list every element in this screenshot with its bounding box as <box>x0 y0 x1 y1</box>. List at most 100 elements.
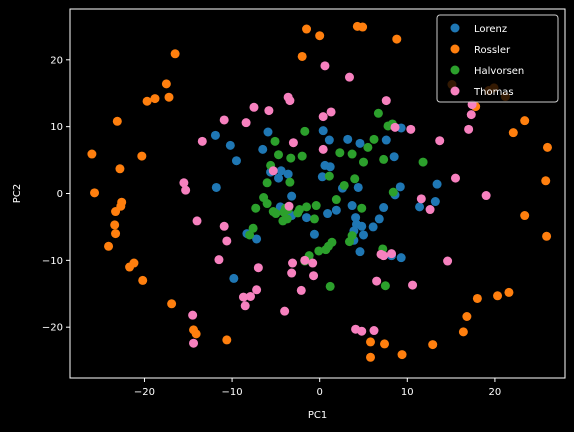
point-halvorsen-42 <box>373 108 383 118</box>
point-lorenz-25 <box>343 134 353 144</box>
point-rossler-7 <box>116 201 126 211</box>
point-thomas-18 <box>268 166 278 176</box>
point-thomas-41 <box>381 96 391 106</box>
point-halvorsen-1 <box>245 230 255 240</box>
y-axis-label: PC2 <box>12 184 23 203</box>
legend-marker-thomas <box>450 86 460 96</box>
point-thomas-33 <box>318 144 328 154</box>
point-lorenz-26 <box>347 201 357 211</box>
point-thomas-1 <box>181 185 191 195</box>
point-lorenz-23 <box>318 126 328 136</box>
legend-label-halvorsen: Halvorsen <box>474 66 524 77</box>
point-rossler-12 <box>138 275 148 285</box>
point-rossler-3 <box>111 229 121 239</box>
legend-label-rossler: Rossler <box>474 45 511 56</box>
ticks-layer: −20 −10 0 10 20 −20 −10 0 10 20 <box>42 55 501 398</box>
point-thomas-34 <box>344 72 354 82</box>
point-rossler-1 <box>90 188 100 198</box>
point-halvorsen-31 <box>331 195 341 205</box>
point-thomas-48 <box>435 136 445 146</box>
point-halvorsen-39 <box>359 157 368 167</box>
point-thomas-30 <box>318 112 328 122</box>
point-halvorsen-38 <box>357 203 367 213</box>
point-rossler-35 <box>462 312 472 321</box>
point-halvorsen-10 <box>270 136 280 146</box>
point-rossler-29 <box>366 337 375 347</box>
point-lorenz-22 <box>323 209 333 219</box>
point-lorenz-36 <box>368 222 378 232</box>
point-lorenz-18 <box>317 172 327 182</box>
point-rossler-15 <box>150 94 160 104</box>
point-lorenz-2 <box>231 156 241 166</box>
point-lorenz-3 <box>229 273 239 283</box>
point-thomas-17 <box>264 106 274 116</box>
point-thomas-8 <box>219 221 229 231</box>
point-lorenz-32 <box>359 230 368 240</box>
point-rossler-19 <box>167 299 177 309</box>
point-lorenz-42 <box>389 152 399 162</box>
point-lorenz-38 <box>379 203 389 213</box>
point-thomas-40 <box>379 251 389 261</box>
point-thomas-44 <box>406 124 416 134</box>
point-halvorsen-20 <box>300 126 310 136</box>
x-axis-label: PC1 <box>308 410 327 421</box>
point-rossler-41 <box>508 128 518 138</box>
point-rossler-22 <box>222 335 232 345</box>
point-thomas-3 <box>192 216 202 226</box>
point-rossler-46 <box>542 231 552 241</box>
point-lorenz-20 <box>325 162 335 172</box>
point-thomas-0 <box>179 178 189 188</box>
point-thomas-37 <box>369 326 379 336</box>
point-rossler-36 <box>472 293 482 303</box>
point-halvorsen-8 <box>271 209 281 219</box>
point-rossler-43 <box>520 211 530 221</box>
point-halvorsen-0 <box>248 223 258 233</box>
x-tick-label: 0 <box>317 387 323 398</box>
point-rossler-14 <box>142 96 152 106</box>
x-tick-label: 20 <box>489 387 502 398</box>
point-rossler-28 <box>392 34 402 44</box>
point-thomas-19 <box>280 306 290 316</box>
point-halvorsen-25 <box>311 201 321 211</box>
point-halvorsen-14 <box>282 214 292 224</box>
point-rossler-2 <box>104 241 114 251</box>
point-rossler-23 <box>297 51 307 61</box>
point-halvorsen-33 <box>339 180 349 190</box>
point-rossler-32 <box>397 350 407 360</box>
point-thomas-4 <box>189 338 199 348</box>
point-rossler-8 <box>112 116 122 126</box>
point-lorenz-21 <box>331 205 341 215</box>
point-halvorsen-16 <box>285 177 295 187</box>
point-rossler-34 <box>458 327 468 337</box>
point-thomas-38 <box>372 276 382 286</box>
point-thomas-43 <box>390 122 400 132</box>
point-halvorsen-36 <box>347 231 357 241</box>
point-thomas-26 <box>296 285 306 295</box>
point-thomas-11 <box>240 301 250 311</box>
point-halvorsen-9 <box>274 150 284 160</box>
point-rossler-13 <box>137 151 147 161</box>
point-lorenz-45 <box>395 182 405 192</box>
point-rossler-31 <box>380 339 390 349</box>
point-thomas-50 <box>450 173 460 183</box>
point-lorenz-12 <box>287 191 297 201</box>
point-lorenz-41 <box>381 135 391 145</box>
point-halvorsen-30 <box>324 171 334 181</box>
y-tick-label: −20 <box>42 323 63 334</box>
point-lorenz-33 <box>355 247 365 257</box>
point-thomas-51 <box>464 124 474 134</box>
point-halvorsen-51 <box>325 281 335 291</box>
point-thomas-22 <box>285 96 295 106</box>
legend-marker-lorenz <box>450 23 460 33</box>
point-halvorsen-45 <box>380 281 390 291</box>
point-thomas-23 <box>287 268 297 278</box>
legend-label-thomas: Thomas <box>473 87 514 98</box>
legend-box <box>436 14 559 103</box>
point-halvorsen-50 <box>293 208 303 218</box>
point-lorenz-40 <box>396 253 406 263</box>
point-halvorsen-40 <box>363 142 373 152</box>
point-halvorsen-37 <box>350 174 360 184</box>
point-thomas-7 <box>222 236 232 246</box>
point-thomas-49 <box>443 256 453 266</box>
